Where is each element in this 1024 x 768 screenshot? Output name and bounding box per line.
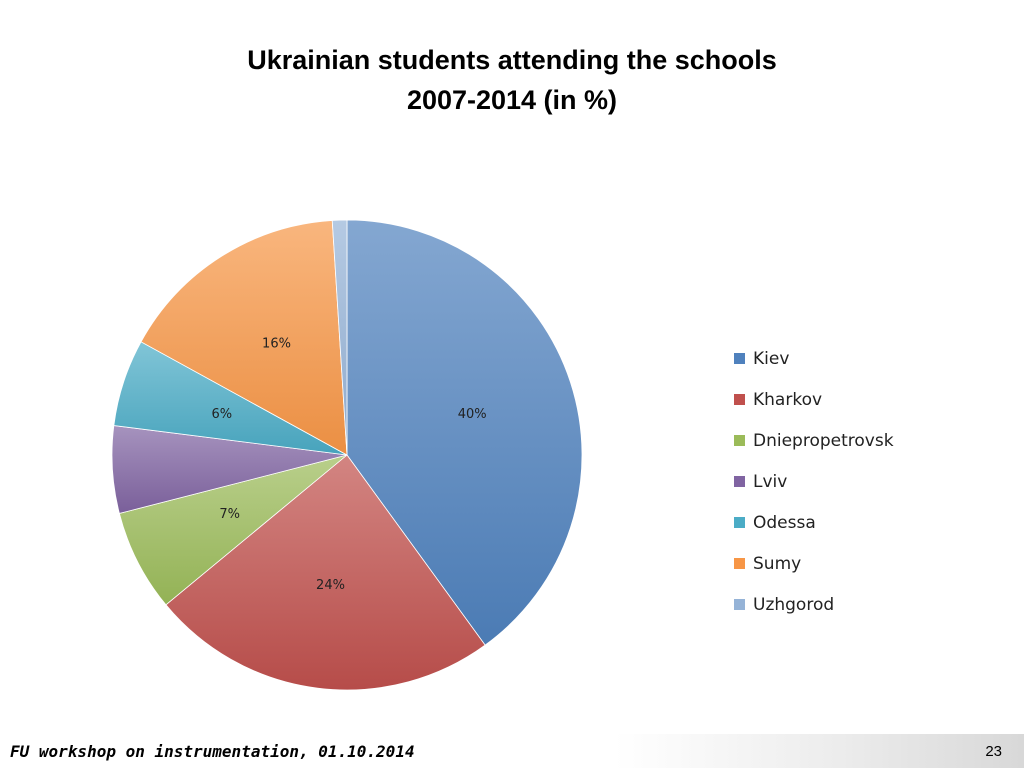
pie-slices xyxy=(111,219,583,691)
legend-swatch xyxy=(734,394,745,405)
pie-data-labels: 40% 24% 7% 6% 16% xyxy=(211,336,486,593)
footer-text: FU workshop on instrumentation, 01.10.20… xyxy=(10,742,415,761)
page-number: 23 xyxy=(985,743,1002,760)
legend-swatch xyxy=(734,353,745,364)
legend-label: Dniepropetrovsk xyxy=(753,430,894,451)
chart-title-line-1: Ukrainian students attending the schools xyxy=(247,45,777,75)
chart-legend: Kiev Kharkov Dniepropetrovsk Lviv Odessa Sumy… xyxy=(734,338,894,625)
legend-item-uzhgorod: Uzhgorod xyxy=(734,584,894,625)
legend-item-lviv: Lviv xyxy=(734,461,894,502)
legend-swatch xyxy=(734,435,745,446)
legend-label: Uzhgorod xyxy=(753,594,835,615)
chart-title-line-2: 2007-2014 (in %) xyxy=(406,85,618,115)
pie-slice-sumy xyxy=(140,220,348,456)
data-label-kiev: 40% xyxy=(458,407,487,422)
legend-label: Kharkov xyxy=(753,389,823,410)
data-label-odessa: 6% xyxy=(211,407,232,422)
legend-swatch xyxy=(734,558,745,569)
legend-swatch xyxy=(734,517,745,528)
legend-item-kharkov: Kharkov xyxy=(734,379,894,420)
pie-slice-kharkov xyxy=(165,454,486,691)
pie-slice-uzhgorod xyxy=(331,219,348,456)
legend-item-odessa: Odessa xyxy=(734,502,894,543)
data-label-dniepropetrovsk: 7% xyxy=(219,507,240,522)
legend-swatch xyxy=(734,476,745,487)
legend-label: Odessa xyxy=(753,512,816,533)
slide-footer: FU workshop on instrumentation, 01.10.20… xyxy=(0,734,1024,768)
legend-label: Kiev xyxy=(753,348,790,369)
legend-item-sumy: Sumy xyxy=(734,543,894,584)
pie-slice-kiev xyxy=(346,219,583,646)
data-label-kharkov: 24% xyxy=(316,578,345,593)
legend-item-kiev: Kiev xyxy=(734,338,894,379)
legend-label: Sumy xyxy=(753,553,802,574)
legend-item-dniepropetrovsk: Dniepropetrovsk xyxy=(734,420,894,461)
chart-title: Ukrainian students attending the schools… xyxy=(0,40,1024,120)
pie-slice-dniepropetrovsk xyxy=(118,454,348,606)
legend-swatch xyxy=(734,599,745,610)
data-label-sumy: 16% xyxy=(262,336,291,351)
legend-label: Lviv xyxy=(753,471,788,492)
